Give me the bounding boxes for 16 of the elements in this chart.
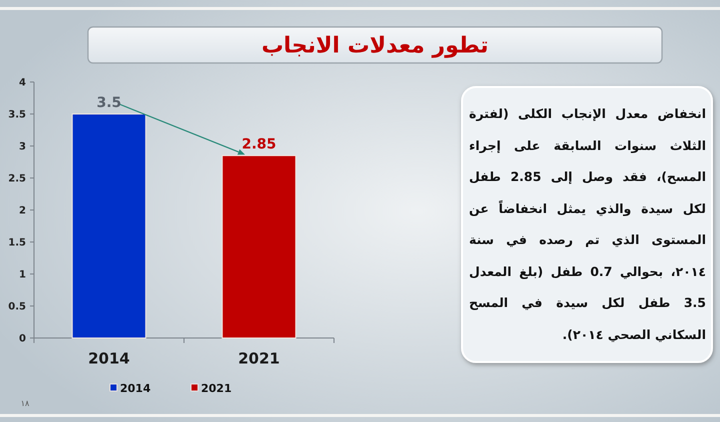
y-tick-label: 3 <box>19 142 26 152</box>
y-tick-label: 2.5 <box>8 174 26 184</box>
y-tick-label: 0.5 <box>8 302 26 312</box>
legend-label: 2021 <box>201 382 232 395</box>
text: انخفاض معدل الإنجاب الكلى (لفترة الثلاث سنوات السابقة على إجراء المسح)، فقد وصل إلى 2.85 طفل لكل سيدة والذي يمثل انخفاضاً عن المستوى الذي تم رصده في سنة ٢٠١٤، بحوالي 0.7 طفل (بلغ المعدل 3.5 طفل لكل سيدة في المسح السكاني الصحي ٢٠١٤). <box>469 106 706 342</box>
legend-label: 2014 <box>120 382 151 395</box>
y-tick-label: 4 <box>19 78 26 88</box>
data-label: 3.5 <box>96 94 122 111</box>
chart-title: تطور معدلات الانجاب <box>261 34 489 59</box>
y-tick-label: 1 <box>19 270 26 280</box>
text: ١٨ <box>20 398 30 408</box>
y-tick-label: 3.5 <box>8 110 26 120</box>
y-tick-label: 2 <box>19 206 26 216</box>
data-label: 2.85 <box>242 136 276 152</box>
y-tick-label: 1.5 <box>8 238 26 248</box>
y-tick-label: 0 <box>19 334 26 344</box>
